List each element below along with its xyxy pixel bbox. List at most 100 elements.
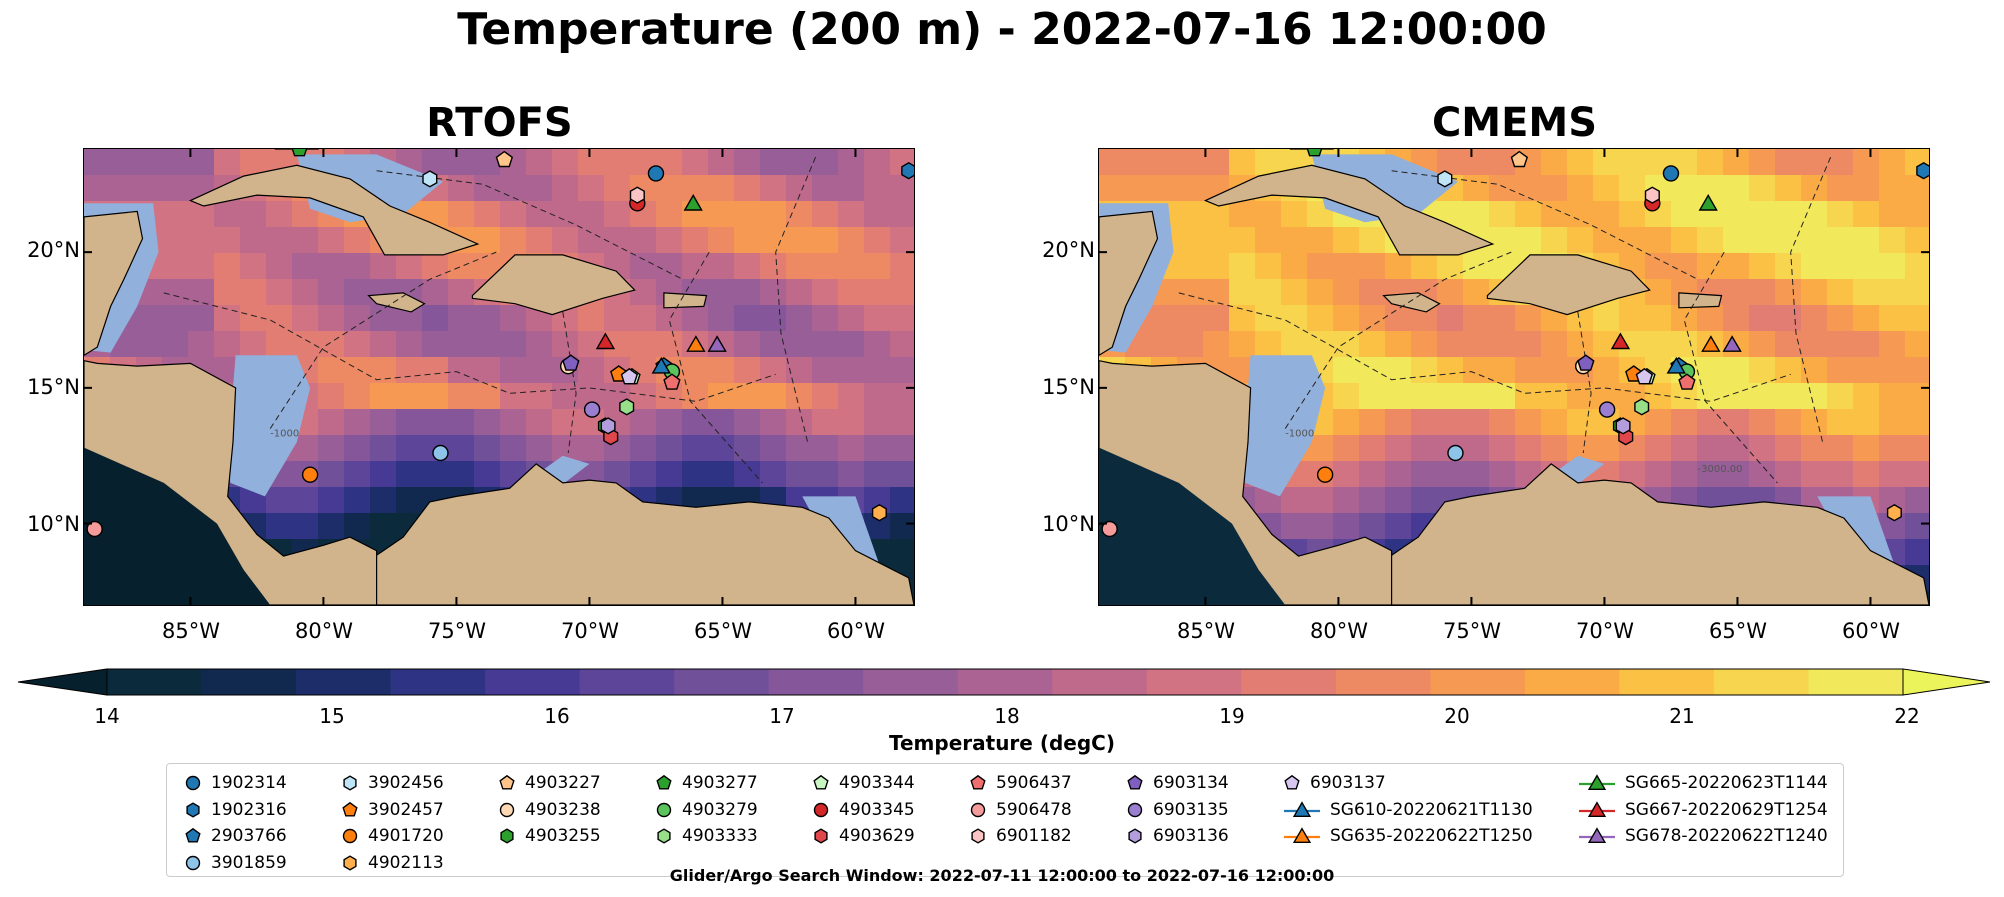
marker-4902113: [871, 503, 887, 522]
lon-tick-65w-rtofs: 65°W: [694, 619, 752, 643]
legend-shape: [500, 828, 514, 844]
legend-shape: [656, 774, 672, 790]
land-mass: [471, 254, 636, 316]
pacific-field: [1099, 447, 1286, 605]
legend-shape: [185, 775, 201, 791]
legend-label: 6901182: [996, 826, 1072, 846]
legend-label: 4903333: [682, 826, 758, 846]
marker-6903134: [1577, 354, 1595, 371]
legend-item-5906478: 5906478: [968, 797, 1072, 823]
lon-tick-60w-cmems: 60°W: [1842, 619, 1900, 643]
marker-3902456: [1437, 170, 1453, 188]
colorbar-tick-17: 17: [769, 704, 795, 728]
marker-sg635-20220622t1250: [1701, 335, 1721, 352]
land-mass: [1678, 292, 1723, 309]
legend-shape: [656, 802, 672, 817]
legend-label: 5906478: [996, 799, 1072, 820]
marker-3902456: [422, 170, 438, 188]
marker-4903333: [619, 398, 635, 416]
legend-label: 3901859: [211, 852, 287, 873]
marker-4903277: [291, 149, 308, 157]
legend-item-sg610-20220621t1130: SG610-20220621T1130: [1282, 797, 1533, 823]
marker-6903137: [620, 367, 639, 385]
legend-item-sg635-20220622t1250: SG635-20220622T1250: [1282, 823, 1533, 849]
axis-ticks: [84, 149, 914, 605]
legend-marker-4902113: [343, 854, 357, 871]
legend-item-sg667-20220629t1254: SG667-20220629T1254: [1577, 797, 1828, 823]
lat-tick-20n-rtofs: 20°N: [27, 238, 80, 262]
land-mass: [188, 164, 480, 256]
eez-boundary: [668, 251, 763, 484]
legend-marker-1902314: [185, 775, 201, 791]
legend-item-3902456: 3902456: [340, 770, 444, 796]
colorbar-segment: [1619, 669, 1715, 695]
legend-label: SG610-20220621T1130: [1330, 799, 1533, 820]
marker-6901182: [629, 186, 645, 204]
map-rtofs-canvas: -1000: [84, 149, 914, 605]
legend-marker-5906478: [970, 802, 986, 817]
legend-label: 4903227: [525, 773, 601, 793]
legend-label: 4903277: [682, 773, 758, 793]
legend-label: 4903279: [682, 799, 758, 820]
marker-4903227: [1510, 150, 1529, 168]
eez-boundary: [1683, 251, 1778, 484]
colorbar-segment: [107, 669, 203, 695]
legend-label: 1902314: [211, 773, 287, 793]
legend-shape: [342, 828, 358, 844]
legend-label: 4903345: [839, 799, 915, 820]
colorbar-tick-20: 20: [1444, 704, 1470, 728]
legend-item-6903137: 6903137: [1282, 770, 1386, 796]
colorbar-segment: [390, 669, 486, 695]
marker-6903136: [600, 417, 616, 435]
marker-1902316: [901, 161, 914, 180]
legend-label: 6903135: [1153, 799, 1229, 820]
legend-label: 6903136: [1153, 826, 1229, 846]
marker-sg665-20220623t1144: [683, 193, 703, 211]
marker-4903277: [1306, 149, 1323, 157]
legend-item-6903136: 6903136: [1125, 823, 1229, 849]
legend: 1902314 1902316 2903766 3901859 3902456 39024…: [166, 763, 1844, 877]
legend-label: SG665-20220623T1144: [1625, 773, 1828, 793]
legend-item-4902113: 4902113: [340, 850, 444, 876]
legend-marker-4903344: [813, 774, 829, 790]
search-window-note: Glider/Argo Search Window: 2022-07-11 12…: [669, 866, 1335, 885]
legend-marker-4903255: [500, 828, 514, 844]
legend-label: 4903255: [525, 826, 601, 846]
legend-label: 5906437: [996, 773, 1072, 793]
marker-1902314: [1662, 165, 1680, 182]
legend-item-1902314: 1902314: [183, 770, 287, 796]
legend-shape: [657, 828, 671, 844]
legend-item-4903629: 4903629: [811, 823, 915, 849]
map-cmems: -1000 -3000.00: [1098, 148, 1930, 606]
legend-shape: [1284, 774, 1300, 790]
legend-marker-sg667-20220629t1254: [1579, 800, 1615, 817]
marker-6903135: [1598, 401, 1616, 418]
legend-marker-sg610-20220621t1130: [1284, 800, 1320, 817]
marker-4901720: [1316, 466, 1334, 483]
legend-label: 4901720: [368, 826, 444, 846]
legend-shape: [814, 828, 828, 844]
legend-triangle: [1587, 774, 1607, 790]
colorbar-segment: [1713, 669, 1810, 695]
land-mass: [367, 292, 426, 313]
marker-sg678-20220622t1240: [707, 335, 727, 352]
lon-tick-70w-cmems: 70°W: [1576, 619, 1634, 643]
figure-title: Temperature (200 m) - 2022-07-16 12:00:0…: [457, 4, 1547, 55]
pacific-field: [84, 447, 271, 605]
marker-5906437: [1678, 373, 1696, 390]
legend-item-4903333: 4903333: [654, 823, 758, 849]
colorbar-tick-14: 14: [94, 704, 120, 728]
marker-5906437: [663, 373, 681, 390]
colorbar-segment: [1524, 669, 1621, 695]
lon-tick-70w-rtofs: 70°W: [561, 619, 619, 643]
legend-shape: [343, 854, 357, 871]
legend-item-4903255: 4903255: [497, 823, 601, 849]
marker-4903227: [495, 150, 514, 168]
colorbar-tick-21: 21: [1669, 704, 1695, 728]
legend-shape: [499, 774, 515, 790]
contour-label: -1000: [270, 429, 299, 440]
legend-label: 4902113: [368, 852, 444, 873]
lon-tick-80w-rtofs: 80°W: [295, 619, 353, 643]
colorbar-tick-16: 16: [544, 704, 570, 728]
legend-shape: [1127, 774, 1143, 790]
